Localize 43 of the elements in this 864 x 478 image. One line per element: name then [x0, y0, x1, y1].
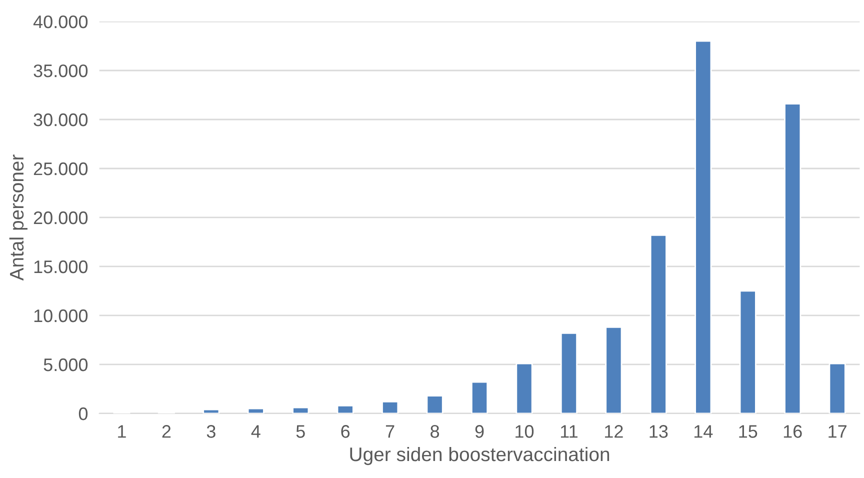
bar: [382, 401, 399, 414]
x-axis-title: Uger siden boostervaccination: [350, 446, 610, 466]
bar: [694, 40, 712, 414]
x-tick-label: 7: [386, 425, 394, 438]
bar: [560, 332, 578, 414]
bar: [336, 404, 354, 414]
x-tick-label: 9: [475, 425, 484, 438]
y-tick-label: 40.000: [33, 15, 88, 28]
x-tick-label: 6: [341, 425, 350, 438]
x-tick-label: 2: [162, 425, 171, 438]
bar: [516, 362, 533, 414]
y-tick-label: 0: [78, 407, 88, 420]
x-tick-label: 1: [118, 425, 126, 438]
x-tick-label: 13: [650, 425, 668, 438]
x-tick-label: 8: [430, 425, 440, 438]
y-tick-label: 15.000: [34, 260, 88, 274]
y-tick-label: 30.000: [34, 113, 88, 126]
bar: [784, 103, 802, 414]
y-axis-title: Antal personer: [9, 154, 28, 281]
x-tick-label: 15: [739, 425, 758, 438]
y-tick-label: 5.000: [44, 358, 88, 372]
bar: [247, 408, 264, 414]
bar: [471, 381, 488, 414]
y-tick-label: 20.000: [34, 211, 88, 224]
y-tick-label: 35.000: [34, 64, 88, 78]
bar: [202, 408, 220, 414]
x-tick-label: 11: [560, 425, 578, 438]
bar: [426, 395, 444, 414]
x-tick-label: 5: [296, 425, 305, 438]
y-tick-label: 25.000: [34, 162, 88, 176]
x-tick-label: 10: [516, 425, 534, 438]
bar: [605, 326, 622, 414]
bar: [739, 290, 756, 414]
x-tick-label: 14: [694, 425, 713, 438]
y-tick-label: 10.000: [34, 309, 88, 322]
x-tick-label: 4: [251, 425, 260, 438]
x-tick-label: 16: [784, 425, 802, 438]
bar: [650, 234, 667, 414]
x-tick-label: 12: [605, 425, 623, 438]
x-tick-label: 3: [206, 425, 216, 438]
bar: [828, 362, 846, 414]
bar: [292, 406, 310, 414]
x-tick-label: 17: [828, 425, 846, 438]
